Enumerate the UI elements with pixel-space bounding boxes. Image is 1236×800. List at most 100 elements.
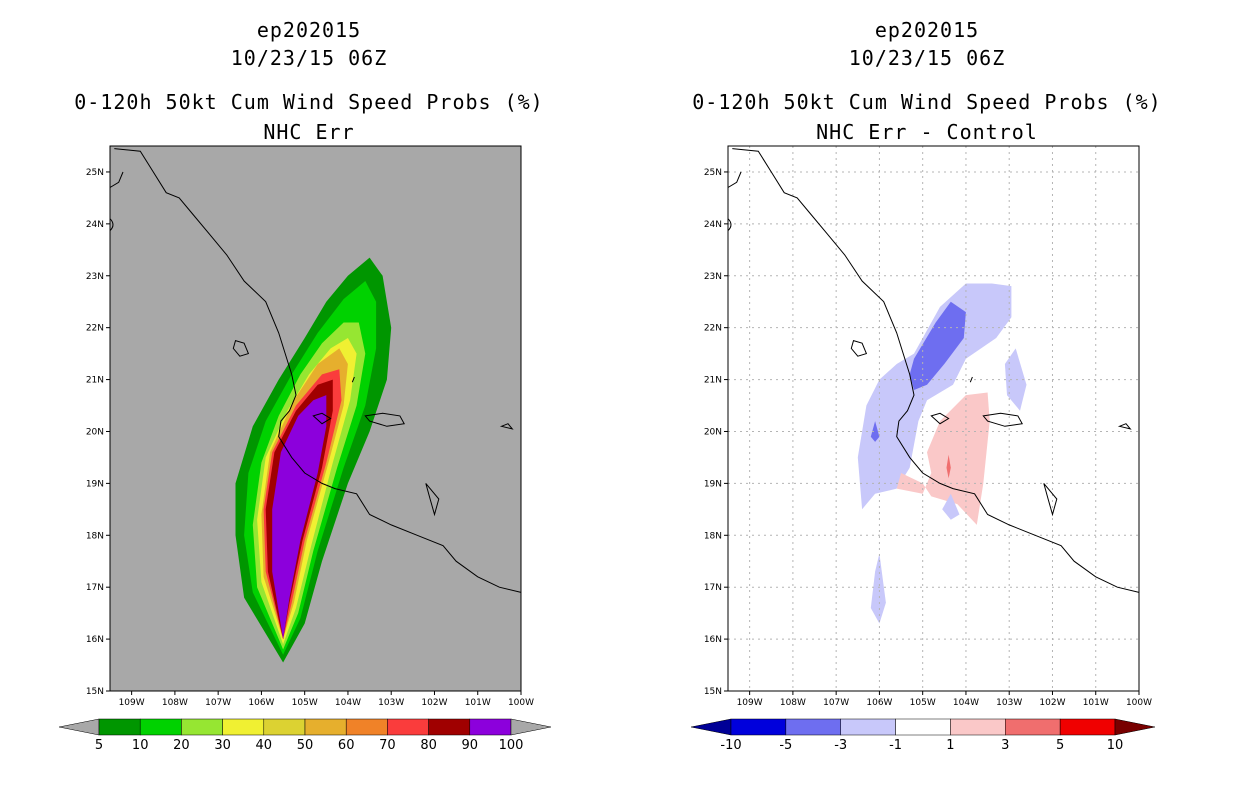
lon-label: 107W <box>205 698 231 708</box>
lat-label: 17N <box>704 583 722 593</box>
lon-label: 105W <box>910 698 936 708</box>
prob-colorbar-low-triangle <box>58 718 100 736</box>
lat-label: 20N <box>704 427 722 437</box>
lon-label: 103W <box>996 698 1022 708</box>
island-outline <box>351 376 355 383</box>
lon-label: 108W <box>162 698 188 708</box>
prob-colorbar-swatch <box>263 718 306 736</box>
diff-colorbar-label: -1 <box>889 738 902 753</box>
lat-label: 23N <box>86 272 104 282</box>
lon-label: 101W <box>465 698 491 708</box>
lon-label: 101W <box>1083 698 1109 708</box>
difference-map: 25N 24N 23N 22N 21N 20N 19N 18N 17N 16N 15N 109W 108… <box>690 145 1156 753</box>
contour-level--3 <box>909 301 966 390</box>
diff-colorbar-swatch <box>950 718 1006 736</box>
map-frame <box>109 145 522 692</box>
lat-label: 24N <box>704 220 722 230</box>
lon-label: 100W <box>1126 698 1152 708</box>
lat-label: 15N <box>704 687 722 697</box>
experiment-title: NHC Err <box>263 120 355 144</box>
diff-colorbar-label: -5 <box>779 738 792 753</box>
lon-label: 100W <box>508 698 534 708</box>
diff-colorbar-swatch <box>730 718 787 736</box>
lat-label: 19N <box>86 479 104 489</box>
lon-label: 105W <box>292 698 318 708</box>
prob-colorbar-label: 5 <box>95 738 103 753</box>
lat-label: 25N <box>86 168 104 178</box>
island-outline <box>982 412 1023 427</box>
diff-colorbar-swatch <box>785 718 841 736</box>
lon-label: 106W <box>866 698 892 708</box>
lon-label: 106W <box>248 698 274 708</box>
lat-label: 20N <box>86 427 104 437</box>
prob-colorbar-label: 30 <box>214 738 231 753</box>
diff-colorbar-label: 5 <box>1056 738 1064 753</box>
lat-label: 25N <box>704 168 722 178</box>
storm-id-title: ep202015 <box>256 18 362 42</box>
contour-level--1 <box>1004 348 1027 411</box>
lat-label: 24N <box>86 220 104 230</box>
right-map-panel: ep202015 10/23/15 06Z 0-120h 50kt Cum Wi… <box>618 0 1236 800</box>
island-outline <box>364 412 405 427</box>
coast-edge-arc <box>727 218 732 232</box>
prob-colorbar-high-triangle <box>510 718 552 736</box>
baja-coastline <box>727 171 742 188</box>
prob-colorbar-swatch <box>387 718 429 736</box>
datetime-title: 10/23/15 06Z <box>230 46 388 70</box>
lat-label: 16N <box>86 635 104 645</box>
prob-colorbar-swatch <box>304 718 347 736</box>
island-outline <box>1043 483 1058 517</box>
island-outline <box>312 412 332 425</box>
contour-level--1 <box>942 493 960 520</box>
coast-edge-arc <box>109 218 114 232</box>
prob-colorbar-label: 60 <box>338 738 355 753</box>
prob-colorbar-swatch <box>181 718 223 736</box>
lon-label: 104W <box>335 698 361 708</box>
diff-colorbar-label: -3 <box>834 738 847 753</box>
island-outline <box>850 339 868 357</box>
lon-label: 109W <box>737 698 763 708</box>
diff-colorbar-label: 10 <box>1107 738 1124 753</box>
lon-label: 102W <box>421 698 447 708</box>
storm-id-title: ep202015 <box>874 18 980 42</box>
left-map-panel: ep202015 10/23/15 06Z 0-120h 50kt Cum Wi… <box>58 18 552 753</box>
map-frame <box>727 145 1140 692</box>
coastline <box>732 148 1140 593</box>
lon-label: 109W <box>119 698 145 708</box>
lat-label: 18N <box>704 531 722 541</box>
lon-label: 102W <box>1039 698 1065 708</box>
baja-coastline <box>109 171 124 188</box>
product-title: 0-120h 50kt Cum Wind Speed Probs (%) <box>692 90 1162 114</box>
diff-colorbar-swatch <box>1005 718 1061 736</box>
product-title: 0-120h 50kt Cum Wind Speed Probs (%) <box>74 90 544 114</box>
lat-label: 18N <box>86 531 104 541</box>
lat-label: 17N <box>86 583 104 593</box>
diff-colorbar-low-triangle <box>690 718 732 736</box>
prob-colorbar-label: 40 <box>256 738 273 753</box>
island-outline <box>1117 423 1132 430</box>
experiment-title: NHC Err - Control <box>816 120 1038 144</box>
diff-colorbar-label: -10 <box>720 738 741 753</box>
lon-label: 107W <box>823 698 849 708</box>
prob-colorbar-label: 80 <box>420 738 437 753</box>
coastline <box>114 148 522 593</box>
island-outline <box>499 423 514 430</box>
contour-level-90 <box>272 395 327 640</box>
prob-colorbar-swatch <box>139 718 182 736</box>
lat-label: 21N <box>704 376 722 386</box>
prob-colorbar-label: 100 <box>499 738 524 753</box>
contour-level--1 <box>870 553 886 624</box>
contour-level--3 <box>870 421 880 442</box>
prob-colorbar-label: 50 <box>297 738 314 753</box>
lat-label: 23N <box>704 272 722 282</box>
lon-label: 108W <box>780 698 806 708</box>
diff-colorbar-swatch <box>1059 718 1116 736</box>
diff-colorbar-swatch <box>895 718 951 736</box>
datetime-title: 10/23/15 06Z <box>848 46 1006 70</box>
lat-label: 21N <box>86 376 104 386</box>
contour-level-3 <box>946 454 951 479</box>
prob-colorbar-swatch <box>345 718 388 736</box>
contour-level--1 <box>857 283 1012 510</box>
prob-colorbar-label: 20 <box>173 738 190 753</box>
island-outline <box>425 483 440 517</box>
